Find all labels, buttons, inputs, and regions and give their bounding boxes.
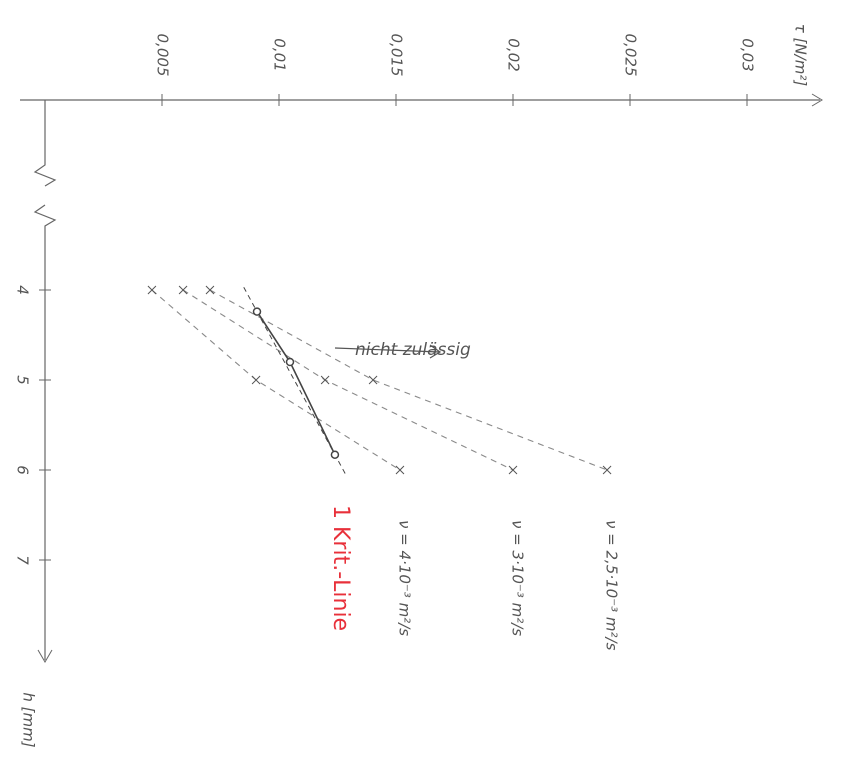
y-tick-label: 0,03: [739, 38, 757, 71]
point: [251, 375, 261, 385]
annotation-arrow: [334, 344, 442, 359]
h-axis-arrow: [37, 649, 53, 663]
x-tick-label: 5: [14, 375, 32, 385]
h-axis: [33, 100, 57, 660]
point: [330, 450, 340, 459]
y-tick-label: 0,01: [271, 38, 289, 71]
y-axis-label: τ [N/m²]: [792, 24, 810, 87]
x-tick-label: 6: [14, 465, 32, 475]
tau-axis-arrow: [811, 93, 823, 107]
point: [178, 285, 188, 295]
series-label: ν = 4·10⁻³ m²/s: [395, 520, 413, 636]
series-label: 1 Krit.-Linie: [328, 505, 353, 631]
point: [205, 285, 215, 295]
point: [147, 285, 157, 295]
point: [395, 465, 405, 475]
point: [368, 375, 378, 385]
series-label: ν = 2,5·10⁻³ m²/s: [603, 520, 621, 651]
series-line: [209, 289, 608, 471]
y-tick-label: 0,025: [622, 34, 640, 77]
y-tick-label: 0,02: [505, 38, 523, 71]
point: [252, 307, 262, 316]
series-line: [151, 289, 401, 471]
annotation: nicht zulässig: [355, 340, 471, 360]
point: [285, 357, 295, 367]
x-tick-label: 4: [14, 285, 32, 295]
point: [320, 375, 330, 385]
point: [508, 465, 518, 475]
x-axis-label: h [mm]: [20, 692, 38, 747]
x-tick-label: 7: [14, 555, 32, 565]
series-label: ν = 3·10⁻³ m²/s: [509, 520, 527, 636]
y-tick-label: 0,005: [154, 34, 172, 77]
series-line: [182, 289, 514, 471]
y-tick-label: 0,015: [388, 34, 406, 77]
point: [602, 465, 612, 475]
